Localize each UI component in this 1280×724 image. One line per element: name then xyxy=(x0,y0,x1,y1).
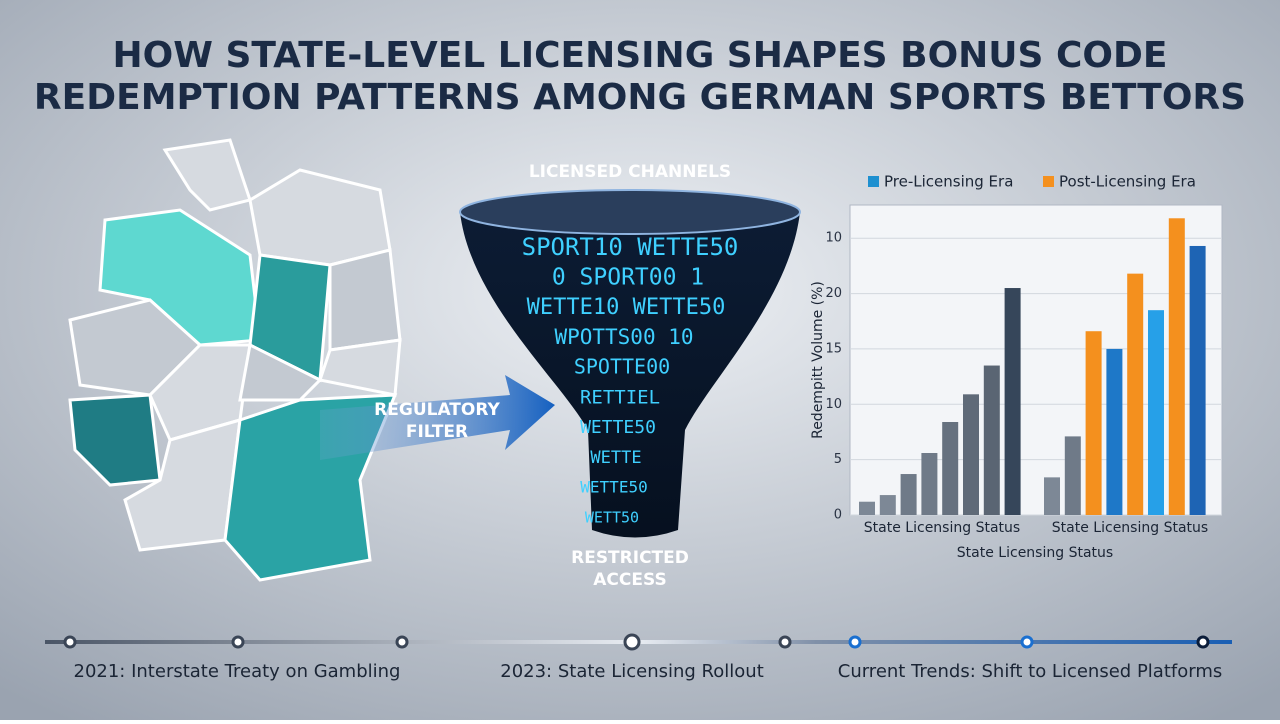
legend-swatch xyxy=(868,176,879,187)
bonus-code: WETTE50 xyxy=(580,478,647,497)
funnel-bottom-label: ACCESS xyxy=(593,570,666,590)
timeline-label: 2021: Interstate Treaty on Gambling xyxy=(74,661,401,682)
timeline-dot xyxy=(623,633,641,651)
bar xyxy=(859,501,875,515)
bar xyxy=(879,495,896,515)
title-line: HOW STATE-LEVEL LICENSING SHAPES BONUS C… xyxy=(112,35,1167,76)
state xyxy=(98,208,262,347)
legend-label: Pre-Licensing Era xyxy=(884,173,1013,191)
title-line: REDEMPTION PATTERNS AMONG GERMAN SPORTS … xyxy=(34,77,1246,118)
bar xyxy=(921,453,938,515)
funnel-top-label: LICENSED CHANNELS xyxy=(529,162,731,182)
bonus-code: WETTE50 xyxy=(580,417,656,438)
timeline-dot xyxy=(395,635,409,649)
filter-arrow xyxy=(320,375,555,460)
bar xyxy=(1127,273,1144,515)
timeline-dot xyxy=(1196,635,1210,649)
bonus-code: SPOTTE00 xyxy=(574,355,670,379)
bar xyxy=(942,422,959,515)
bar xyxy=(1168,218,1185,516)
y-tick-label: 0 xyxy=(834,508,842,523)
bar xyxy=(1106,348,1123,515)
timeline-dot xyxy=(1020,635,1034,649)
y-tick-label: 10 xyxy=(825,231,842,246)
timeline-label: 2023: State Licensing Rollout xyxy=(500,661,764,682)
group-label: State Licensing Status xyxy=(864,520,1020,536)
timeline-dot xyxy=(778,635,792,649)
bar xyxy=(983,365,1000,515)
y-tick-label: 5 xyxy=(834,452,842,467)
timeline-label: Current Trends: Shift to Licensed Platfo… xyxy=(838,661,1222,682)
bar xyxy=(963,394,979,515)
group-label: State Licensing Status xyxy=(1052,520,1208,536)
state xyxy=(318,338,402,397)
bonus-code: WPOTTS00 10 xyxy=(554,325,693,349)
funnel xyxy=(460,212,800,538)
funnel-rim xyxy=(459,189,801,235)
bar xyxy=(1064,436,1081,515)
timeline-dot xyxy=(848,635,862,649)
bar xyxy=(1004,288,1021,515)
timeline-dot xyxy=(231,635,245,649)
germany-map xyxy=(68,138,402,582)
bar xyxy=(900,474,917,515)
plot-area xyxy=(849,204,1223,516)
state xyxy=(68,393,162,487)
x-axis-label: State Licensing Status xyxy=(957,545,1113,561)
bonus-code: WETT50 xyxy=(585,509,639,527)
arrow-label: REGULATORY xyxy=(374,400,500,420)
state xyxy=(162,138,252,212)
arrow-label: FILTER xyxy=(406,422,468,442)
y-tick-label: 15 xyxy=(825,341,842,356)
bar xyxy=(1085,331,1102,515)
state xyxy=(328,248,402,352)
bar xyxy=(1044,477,1060,515)
legend-label: Post-Licensing Era xyxy=(1059,173,1196,191)
bonus-code: WETTE xyxy=(590,448,641,468)
bonus-code: SPORT10 WETTE50 xyxy=(522,233,739,261)
bonus-code: 0 SPORT00 1 xyxy=(552,265,704,291)
legend-swatch xyxy=(1043,176,1054,187)
bar xyxy=(1189,245,1206,515)
y-tick-label: 20 xyxy=(825,286,842,301)
bar xyxy=(1148,310,1164,515)
y-axis-label: Redempitt Volume (%) xyxy=(810,281,826,439)
bonus-code: WETTE10 WETTE50 xyxy=(527,295,726,320)
y-tick-label: 10 xyxy=(825,397,842,412)
timeline-dot xyxy=(63,635,77,649)
bonus-code: RETTIEL xyxy=(580,387,660,409)
funnel-bottom-label: RESTRICTED xyxy=(571,548,689,568)
